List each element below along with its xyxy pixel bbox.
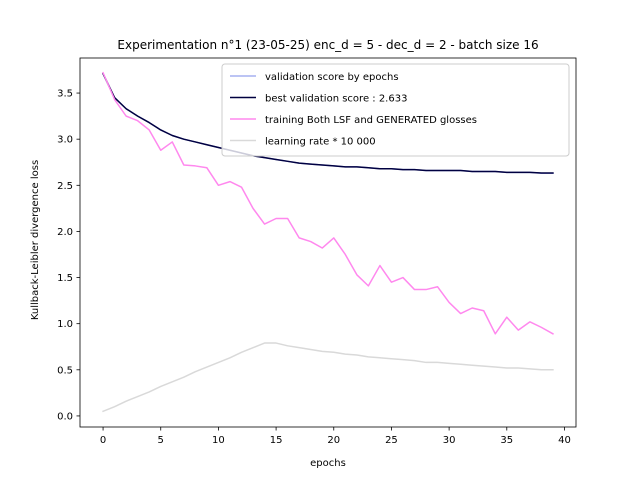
y-tick-label: 0.0 <box>57 411 73 422</box>
x-tick-label: 0 <box>100 435 106 446</box>
series-line-2 <box>102 72 554 174</box>
legend-entry-label: validation score by epochs <box>265 72 399 83</box>
y-axis-label: Kullback-Leibler divergence loss <box>30 160 41 320</box>
legend-entry-label: best validation score : 2.633 <box>265 94 407 105</box>
legend: validation score by epochs best validatio… <box>221 63 570 157</box>
axes-layer: 0 5 10 15 20 25 30 35 40 0.0 0.5 1.0 1.5 2.0 2.5 3.0 3.5 <box>57 57 577 446</box>
y-tick-label: 3.0 <box>57 135 73 146</box>
legend-box <box>221 63 570 157</box>
series-layer <box>102 71 554 413</box>
x-tick-label: 10 <box>212 435 225 446</box>
x-tick-label: 30 <box>443 435 456 446</box>
series-line-3 <box>102 71 554 335</box>
legend-entry-label: learning rate * 10 000 <box>265 137 376 148</box>
x-tick-label: 20 <box>327 435 340 446</box>
y-tick-label: 0.5 <box>57 365 73 376</box>
y-tick-label: 2.5 <box>57 181 73 192</box>
x-tick-label: 15 <box>270 435 283 446</box>
series-line-4 <box>102 342 554 413</box>
x-tick-label: 5 <box>158 435 164 446</box>
y-tick-label: 3.5 <box>57 89 73 100</box>
plot-frame <box>79 57 577 428</box>
x-axis-label: epochs <box>310 458 346 469</box>
y-tick-label: 1.0 <box>57 319 73 330</box>
y-tick-label: 1.5 <box>57 273 73 284</box>
x-tick-label: 35 <box>500 435 513 446</box>
chart-title: Experimentation n°1 (23-05-25) enc_d = 5… <box>117 38 538 52</box>
legend-entry-label: training Both LSF and GENERATED glosses <box>265 115 477 126</box>
y-tick-label: 2.0 <box>57 227 73 238</box>
x-tick-label: 40 <box>558 435 571 446</box>
x-tick-label: 25 <box>385 435 398 446</box>
